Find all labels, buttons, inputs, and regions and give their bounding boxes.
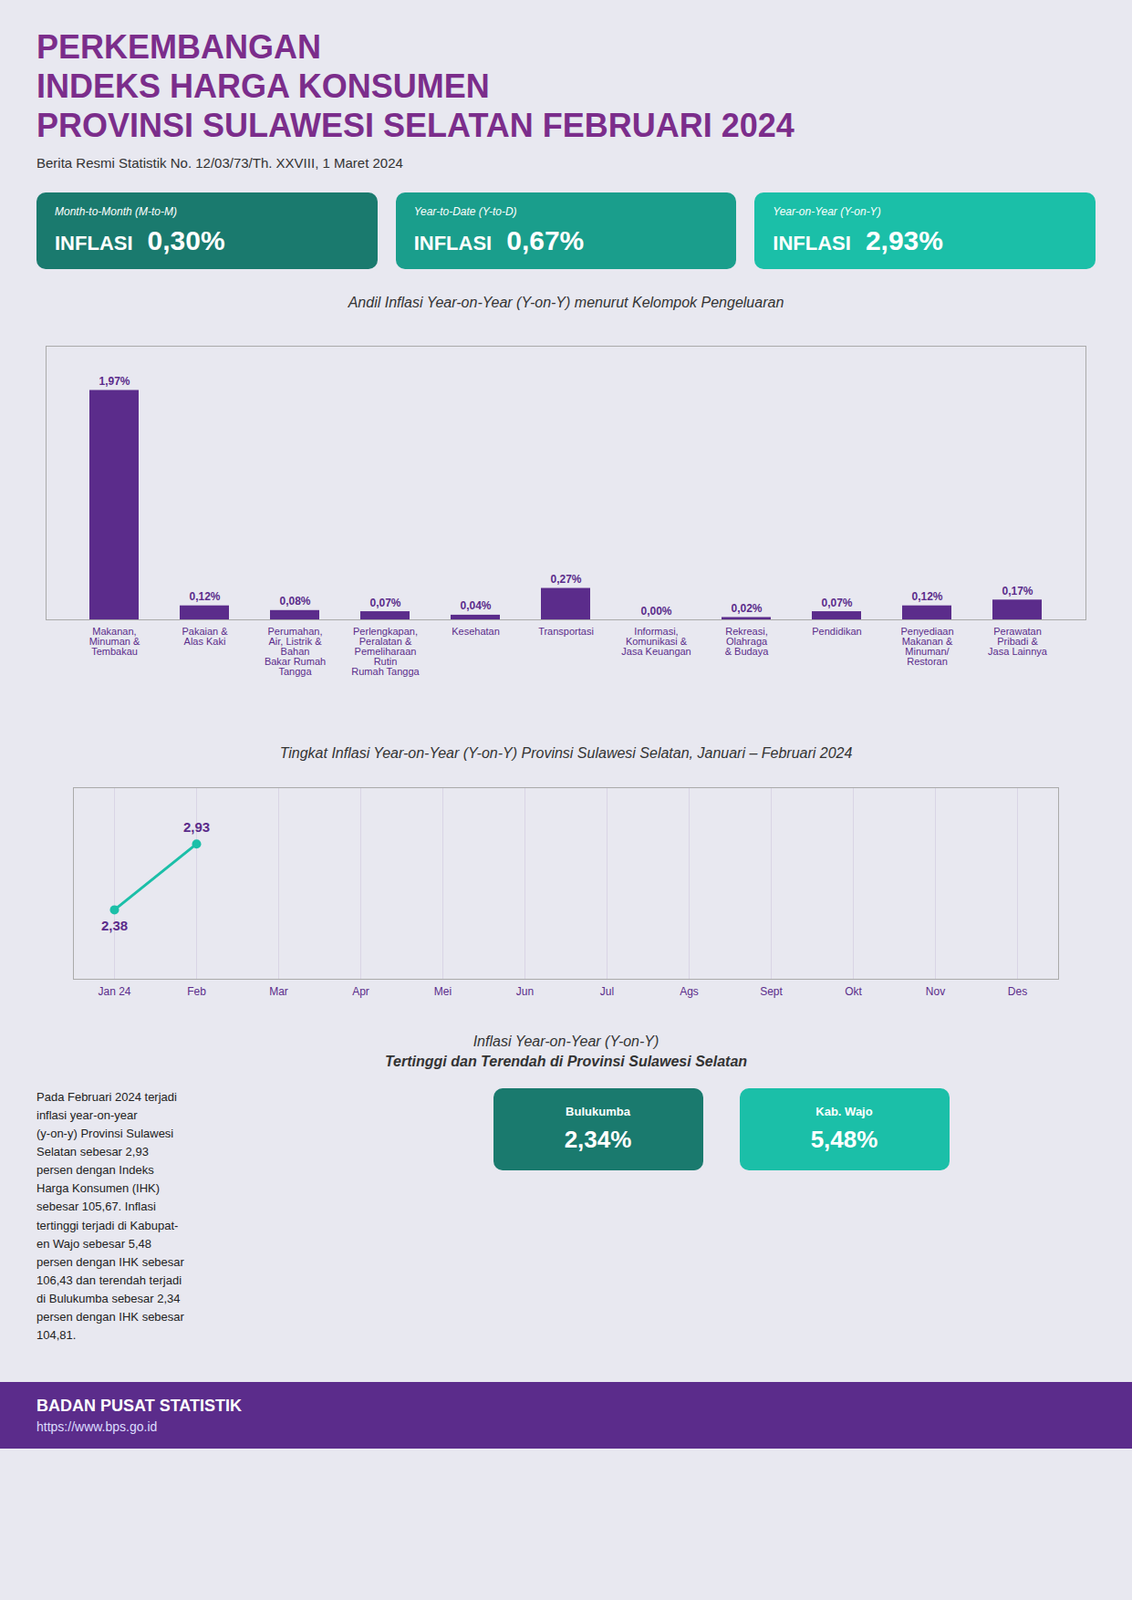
svg-text:0,04%: 0,04% [459,599,491,613]
svg-text:2,93: 2,93 [183,819,210,835]
html-text:INFLASI: INFLASI [413,231,492,255]
svg-text:Sept: Sept [759,985,783,998]
html-text:5,48%: 5,48% [810,1125,878,1153]
html-text:BADAN PUSAT STATISTIK: BADAN PUSAT STATISTIK [36,1396,242,1415]
svg-text:Apr: Apr [352,985,370,998]
html-text:Month-to-Month (M-to-M): Month-to-Month (M-to-M) [54,204,177,218]
html-text:PERKEMBANGAN: PERKEMBANGAN [36,28,322,66]
svg-text:0,07%: 0,07% [369,595,401,609]
html-text:2,93%: 2,93% [865,224,944,256]
html-text:Tingkat Inflasi Year-on-Year (: Tingkat Inflasi Year-on-Year (Y-on-Y) Pr… [279,744,853,761]
svg-text:0,07%: 0,07% [820,595,852,609]
html-text:0,67%: 0,67% [506,224,585,256]
html-text:Pada Februari 2024 terjadi inf: Pada Februari 2024 terjadi inflasi year-… [36,1089,185,1343]
svg-text:Rekreasi,Olahraga& Budaya: Rekreasi,Olahraga& Budaya [725,625,770,657]
svg-text:Makanan,Minuman &Tembakau: Makanan,Minuman &Tembakau [89,625,141,657]
svg-text:0,17%: 0,17% [1001,583,1033,597]
html-text:Year-on-Year (Y-on-Y): Year-on-Year (Y-on-Y) [772,204,881,218]
svg-text:Des: Des [1007,985,1028,998]
svg-text:Okt: Okt [844,985,862,998]
html-text:PROVINSI SULAWESI SELATAN FEBR: PROVINSI SULAWESI SELATAN FEBRUARI 2024 [36,107,795,145]
svg-text:0,08%: 0,08% [279,594,311,608]
svg-text:Jan 24: Jan 24 [97,985,131,998]
html-text:Tertinggi dan Terendah di Prov: Tertinggi dan Terendah di Provinsi Sulaw… [384,1053,748,1069]
svg-text:Pendidikan: Pendidikan [811,625,862,637]
html-text:Berita Resmi Statistik No. 12/: Berita Resmi Statistik No. 12/03/73/Th. … [36,154,404,171]
svg-text:Mar: Mar [269,985,289,998]
html-text:Inflasi Year-on-Year (Y-on-Y): Inflasi Year-on-Year (Y-on-Y) [473,1033,659,1049]
svg-text:Kesehatan: Kesehatan [451,625,500,637]
svg-text:1,97%: 1,97% [98,374,130,388]
svg-text:Jun: Jun [516,985,534,998]
svg-text:0,00%: 0,00% [640,603,672,617]
html-text:0,30%: 0,30% [147,224,225,256]
svg-text:Perlengkapan,Peralatan &Pemeli: Perlengkapan,Peralatan &PemeliharaanRuti… [351,625,420,677]
svg-text:Feb: Feb [186,985,207,998]
svg-text:Pakaian &Alas Kaki: Pakaian &Alas Kaki [181,625,229,647]
svg-text:2,38: 2,38 [101,917,128,934]
svg-text:PenyediaanMakanan &Minuman/Res: PenyediaanMakanan &Minuman/Restoran [900,625,954,667]
svg-text:Perumahan,Air, Listrik &BahanB: Perumahan,Air, Listrik &BahanBakar Rumah… [264,625,326,677]
html-text:Bulukumba: Bulukumba [565,1104,631,1118]
html-text:Kab. Wajo: Kab. Wajo [815,1104,873,1118]
html-text:INFLASI: INFLASI [54,231,133,255]
svg-text:0,12%: 0,12% [911,590,943,603]
svg-text:0,02%: 0,02% [730,602,762,615]
html-text:2,34%: 2,34% [564,1125,632,1153]
svg-text:0,12%: 0,12% [188,590,220,603]
svg-text:Transportasi: Transportasi [538,625,594,637]
svg-text:PerawatanPribadi &Jasa Lainnya: PerawatanPribadi &Jasa Lainnya [987,625,1049,657]
html-text:Year-to-Date (Y-to-D): Year-to-Date (Y-to-D) [413,204,517,218]
html-text:Andil Inflasi Year-on-Year (Y-: Andil Inflasi Year-on-Year (Y-on-Y) menu… [348,294,784,310]
html-text:INDEKS HARGA KONSUMEN: INDEKS HARGA KONSUMEN [36,67,490,106]
svg-text:0,27%: 0,27% [550,572,582,586]
html-text:https://www.bps.go.id: https://www.bps.go.id [36,1418,158,1434]
svg-text:Ags: Ags [679,985,699,998]
svg-text:Mei: Mei [434,985,452,998]
svg-text:Informasi,Komunikasi &Jasa Keu: Informasi,Komunikasi &Jasa Keuangan [621,625,691,657]
svg-text:Jul: Jul [600,985,614,998]
svg-text:Nov: Nov [925,985,946,998]
html-text:INFLASI: INFLASI [772,231,851,255]
